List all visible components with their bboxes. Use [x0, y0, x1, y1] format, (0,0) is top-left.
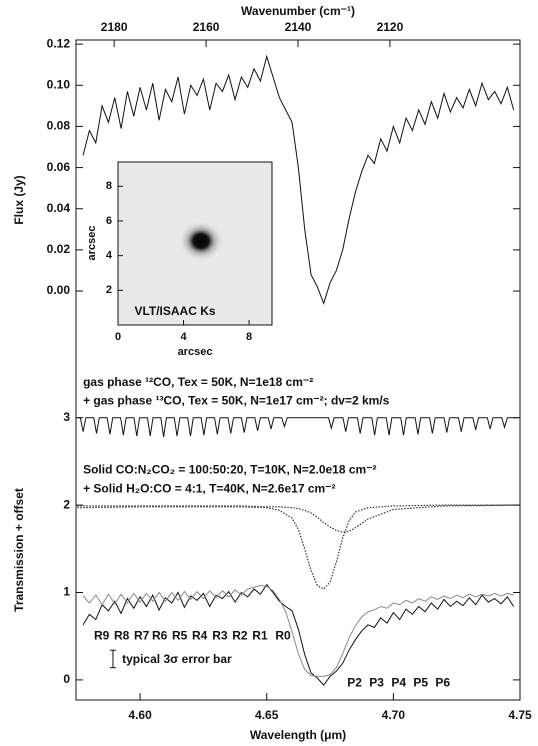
inset-x-tick-label: 4 [180, 331, 187, 343]
annotation: R3 [212, 628, 228, 642]
inset-y-title: arcsec [86, 226, 98, 261]
inset-y-tick-label: 6 [106, 215, 112, 227]
spectrum-line [82, 584, 514, 677]
annotation: gas phase ¹²CO, Tex = 50K, N=1e18 cm⁻² [83, 375, 313, 389]
y-tick-label: 2 [63, 497, 70, 511]
inset-x-tick-label: 0 [115, 331, 121, 343]
y-axis-title: Flux (Jy) [12, 175, 26, 224]
x2-tick-label: 2120 [377, 20, 404, 34]
annotation: Solid CO:N₂CO₂ = 100:50:20, T=10K, N=2.0… [83, 462, 376, 476]
y-tick-label: 0.02 [47, 242, 71, 256]
y-tick-label: 0.12 [47, 36, 71, 50]
y-tick-label: 0.06 [47, 160, 71, 174]
annotation: R5 [172, 628, 188, 642]
x-tick-label: 4.60 [128, 708, 152, 722]
x-tick-label: 4.70 [382, 708, 406, 722]
annotation: P6 [435, 676, 450, 690]
x-tick-label: 4.65 [255, 708, 279, 722]
annotation: R4 [192, 628, 208, 642]
inset-x-title: arcsec [178, 346, 213, 358]
inset-source [179, 221, 223, 261]
annotation: R6 [152, 628, 168, 642]
inset-y-tick-label: 2 [106, 284, 112, 296]
inset-x-tick-label: 8 [246, 331, 252, 343]
annotation: R7 [134, 628, 150, 642]
annotation: + gas phase ¹³CO, Tex = 50K, N=1e17 cm⁻²… [83, 393, 390, 407]
x-tick-label: 4.75 [508, 708, 532, 722]
spectrum-line [77, 417, 519, 437]
x-axis-title: Wavelength (μm) [250, 728, 346, 742]
x2-tick-label: 2160 [193, 20, 220, 34]
spectrum-line [77, 504, 519, 590]
annotation: R9 [94, 628, 110, 642]
annotation: P5 [413, 676, 428, 690]
y-tick-label: 0.00 [47, 283, 71, 297]
annotation: typical 3σ error bar [122, 652, 232, 666]
x2-axis-title: Wavenumber (cm⁻¹) [241, 4, 355, 18]
annotation: R0 [275, 628, 291, 642]
y-tick-label: 0.10 [47, 77, 71, 91]
y-tick-label: 0 [63, 672, 70, 686]
annotation: + Solid H₂O:CO = 4:1, T=40K, N=2.6e17 cm… [83, 482, 335, 496]
y-axis-title: Transmission + offset [12, 488, 26, 612]
y-tick-label: 0.08 [47, 119, 71, 133]
annotation: R2 [232, 628, 248, 642]
x2-tick-label: 2180 [101, 20, 128, 34]
spectrum-line [82, 583, 515, 686]
inset-y-tick-label: 8 [106, 180, 112, 192]
annotation: P2 [347, 676, 362, 690]
y-tick-label: 1 [63, 585, 70, 599]
annotation: P4 [391, 676, 406, 690]
y-tick-label: 3 [63, 410, 70, 424]
annotation: P3 [369, 676, 384, 690]
annotation: R8 [114, 628, 130, 642]
inset-y-tick-label: 4 [106, 250, 113, 262]
y-tick-label: 0.04 [47, 201, 71, 215]
inset-image [117, 161, 273, 326]
annotation: R1 [252, 628, 268, 642]
x2-tick-label: 2140 [285, 20, 312, 34]
spectrum-line [82, 54, 515, 305]
inset-title: VLT/ISAAC Ks [134, 304, 215, 318]
